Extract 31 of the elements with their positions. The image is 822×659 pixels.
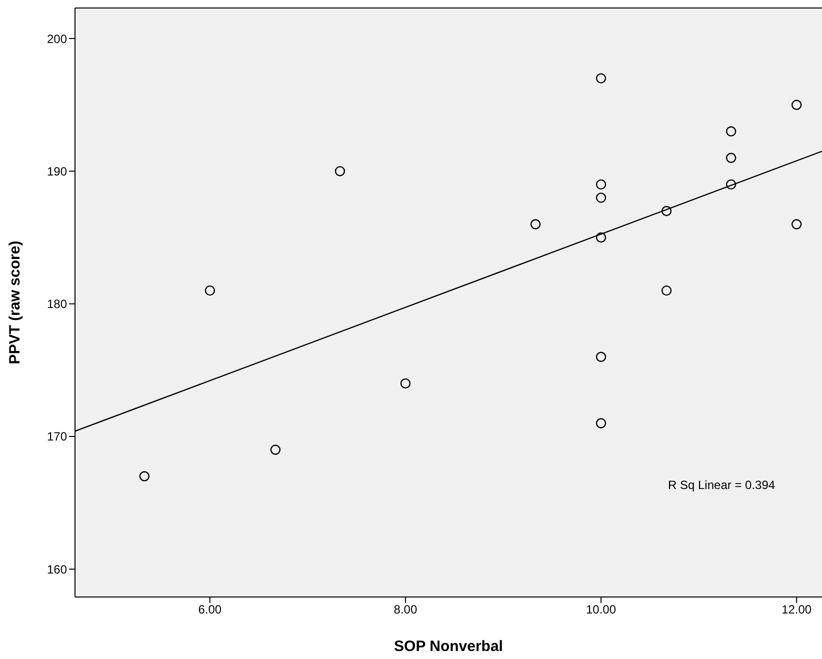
y-tick-label: 190 xyxy=(46,164,68,178)
point xyxy=(596,418,606,428)
point xyxy=(596,192,606,203)
y-tick-label: 200 xyxy=(46,32,68,46)
point xyxy=(334,166,346,176)
point xyxy=(530,219,541,230)
x-axis-title: SOP Nonverbal xyxy=(394,638,503,655)
x-tick-label: 10.00 xyxy=(586,602,616,617)
point xyxy=(400,378,411,389)
point xyxy=(661,206,672,216)
y-tick-label: 180 xyxy=(46,297,68,312)
point xyxy=(791,100,802,110)
point xyxy=(596,352,606,362)
point xyxy=(270,444,281,455)
y-tick-label: 160 xyxy=(46,562,68,576)
x-tick-label: 6.00 xyxy=(198,602,222,617)
x-tick-label: 12.00 xyxy=(782,602,812,617)
point xyxy=(139,471,150,482)
y-axis-title: PPVT (raw score) xyxy=(6,240,24,364)
annotation: R Sq Linear = 0.394 xyxy=(668,478,776,492)
point xyxy=(204,285,216,296)
point xyxy=(596,179,606,190)
point xyxy=(791,219,802,230)
point xyxy=(726,152,736,164)
point xyxy=(596,232,606,243)
point xyxy=(726,179,736,190)
point xyxy=(726,126,736,136)
x-tick-label: 8.00 xyxy=(394,602,418,617)
point xyxy=(596,73,606,84)
point xyxy=(661,285,672,296)
y-tick-label: 170 xyxy=(46,430,68,444)
